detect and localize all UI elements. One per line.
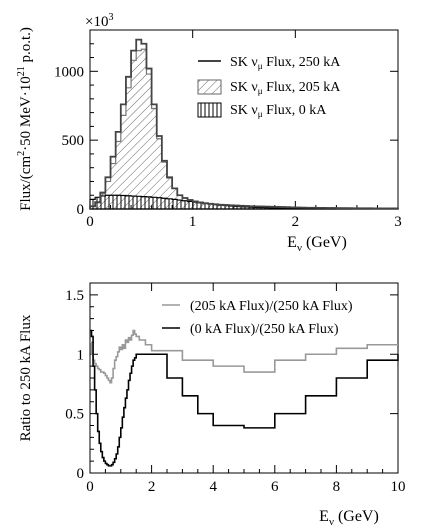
bottom-axis-ticks: 0 2 4 6 8 10 0 0.5 1 1.5: [65, 283, 406, 495]
series-0-ratio-line: [90, 329, 399, 467]
top-y-tick-label: 1000: [54, 64, 84, 80]
legend-swatch-0ka: [197, 102, 222, 118]
bottom-y-tick-label: 0: [77, 466, 85, 482]
legend-item-205-ratio: (205 kA Flux)/(250 kA Flux): [162, 299, 353, 314]
bottom-series-group: [90, 329, 399, 467]
top-flux-chart: ×103 Flux/(cm2·50 MeV·1021 p.o.t.) Eν (G…: [16, 12, 402, 254]
series-0ka-hist: [89, 194, 399, 210]
bottom-x-tick-label: 0: [86, 479, 94, 495]
bottom-x-tick-label: 8: [333, 479, 341, 495]
legend-item-250ka: SK νμ Flux, 250 kA: [198, 55, 341, 71]
bottom-y-tick-label: 0.5: [65, 407, 84, 423]
legend-label-0-ratio: (0 kA Flux)/(250 kA Flux): [190, 322, 339, 337]
legend-label-205ka: SK νμ Flux, 205 kA: [230, 80, 341, 96]
top-x-axis-label: Eν (GeV): [287, 234, 347, 254]
top-x-tick-label: 3: [394, 214, 402, 230]
bottom-y-tick-label: 1.5: [65, 288, 84, 304]
top-y-tick-label: 500: [62, 133, 85, 149]
legend-swatch-205ka: [197, 79, 222, 95]
top-legend: SK νμ Flux, 250 kA SK νμ Flux, 205 kA SK…: [197, 55, 341, 119]
legend-item-205ka: SK νμ Flux, 205 kA: [197, 79, 341, 96]
bottom-x-tick-label: 6: [271, 479, 279, 495]
bottom-x-axis-label: Eν (GeV): [319, 508, 379, 528]
legend-label-250ka: SK νμ Flux, 250 kA: [230, 55, 341, 71]
legend-label-0ka: SK νμ Flux, 0 kA: [230, 103, 327, 119]
series-205ka-hist: [89, 48, 399, 210]
top-y-axis-label: Flux/(cm2·50 MeV·1021 p.o.t.): [16, 27, 34, 211]
bottom-x-tick-label: 2: [148, 479, 156, 495]
legend-item-0ka: SK νμ Flux, 0 kA: [197, 102, 327, 119]
top-multiplier: ×103: [85, 12, 113, 30]
bottom-legend: (205 kA Flux)/(250 kA Flux) (0 kA Flux)/…: [162, 299, 353, 337]
series-205-ratio-line: [90, 329, 398, 384]
top-y-tick-label: 0: [77, 202, 85, 218]
bottom-x-tick-label: 4: [209, 479, 217, 495]
bottom-y-tick-label: 1: [77, 347, 85, 363]
top-series-group: [89, 38, 399, 210]
top-x-tick-label: 0: [86, 214, 94, 230]
series-250ka-hist: [89, 38, 399, 210]
legend-label-205-ratio: (205 kA Flux)/(250 kA Flux): [190, 299, 353, 314]
bottom-x-tick-label: 10: [391, 479, 406, 495]
top-x-tick-label: 1: [189, 214, 197, 230]
top-x-tick-label: 2: [292, 214, 300, 230]
bottom-y-axis-label: Ratio to 250 kA Flux: [18, 314, 34, 441]
bottom-ratio-chart: Ratio to 250 kA Flux Eν (GeV) 0 2 4 6 8 10 0 0.…: [18, 282, 406, 528]
legend-item-0-ratio: (0 kA Flux)/(250 kA Flux): [162, 322, 339, 337]
